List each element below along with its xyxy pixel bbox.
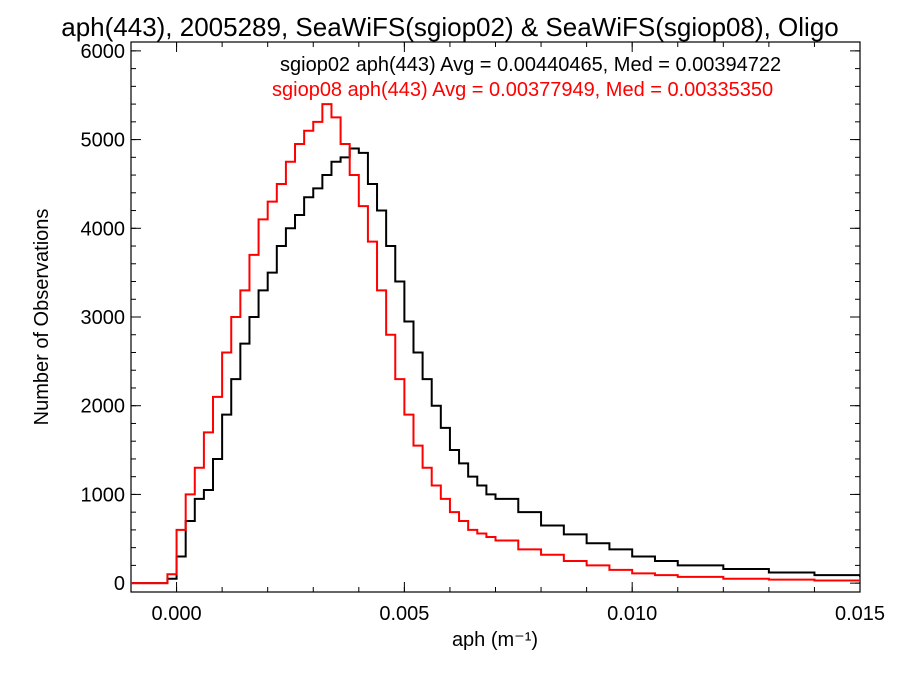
- y-tick-label: 3000: [81, 307, 126, 329]
- legend-sgiop08: sgiop08 aph(443) Avg = 0.00377949, Med =…: [272, 79, 773, 101]
- x-axis-label: aph (m⁻¹): [452, 629, 538, 651]
- series-sgiop02: [131, 147, 860, 585]
- y-tick-label: 6000: [81, 41, 126, 63]
- legend-sgiop02: sgiop02 aph(443) Avg = 0.00440465, Med =…: [280, 54, 781, 76]
- series-sgiop08: [131, 103, 860, 585]
- x-tick-label: 0.000: [152, 603, 202, 625]
- y-tick-label: 2000: [81, 396, 126, 418]
- y-tick-label: 0: [114, 573, 125, 595]
- chart-title: aph(443), 2005289, SeaWiFS(sgiop02) & Se…: [61, 12, 839, 42]
- y-tick-label: 5000: [81, 130, 126, 152]
- x-axis: 0.000 0.005 0.010 0.015: [130, 42, 885, 625]
- y-axis: 0 1000 2000 3000 4000 5000 6000: [81, 41, 860, 595]
- y-axis-label: Number of Observations: [31, 209, 53, 426]
- x-tick-label: 0.005: [379, 603, 429, 625]
- x-tick-label: 0.015: [835, 603, 885, 625]
- y-tick-label: 1000: [81, 484, 126, 506]
- x-tick-label: 0.010: [607, 603, 657, 625]
- series-layer: [131, 103, 860, 585]
- y-tick-label: 4000: [81, 218, 126, 240]
